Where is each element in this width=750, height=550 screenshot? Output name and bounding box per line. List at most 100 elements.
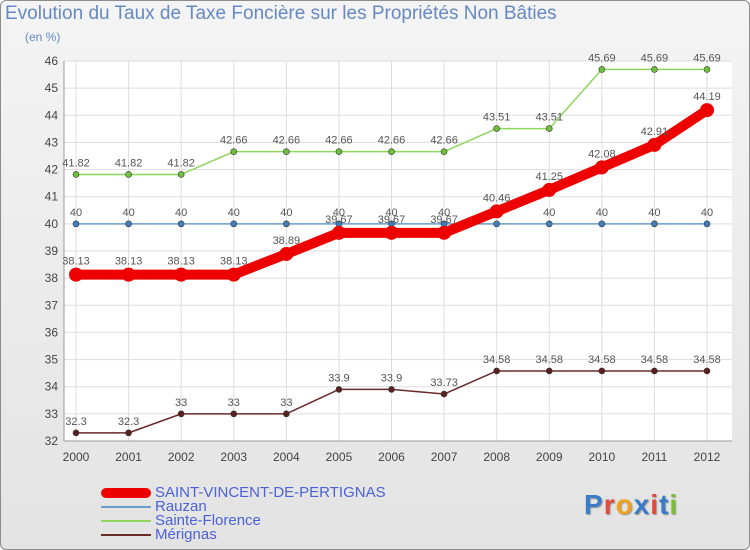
series-point-1 [230, 220, 238, 228]
data-label-0: 39.67 [325, 214, 353, 226]
series-point-2 [703, 66, 711, 73]
x-tick-label: 2003 [220, 450, 247, 464]
data-label-0: 38.89 [273, 235, 301, 247]
series-point-2 [335, 148, 343, 155]
series-point-0 [69, 267, 83, 282]
series-point-2 [598, 66, 606, 73]
x-tick-label: 2001 [115, 450, 142, 464]
x-tick-label: 2012 [694, 450, 721, 464]
data-label-2: 45.69 [641, 52, 669, 64]
series-point-0 [331, 225, 346, 240]
series-point-0 [174, 267, 189, 282]
series-point-1 [283, 220, 290, 228]
y-tick-label: 34 [45, 380, 59, 394]
data-label-0: 41.25 [535, 171, 563, 183]
data-label-0: 38.13 [115, 256, 143, 268]
logo-letter: i [650, 489, 660, 520]
data-label-0: 44.19 [693, 91, 721, 103]
series-point-3 [651, 367, 658, 375]
series-point-1 [493, 220, 500, 228]
legend-label-1: Rauzan [155, 498, 207, 515]
legend-item-1: Rauzan [101, 498, 386, 515]
series-point-1 [72, 220, 80, 228]
legend-swatch-0 [101, 488, 151, 499]
data-label-3: 33.9 [381, 372, 402, 384]
x-tick-label: 2000 [63, 450, 90, 464]
logo-letter: t [659, 489, 670, 520]
y-tick-label: 32 [45, 434, 59, 448]
y-tick-label: 43 [45, 135, 59, 149]
data-label-2: 42.66 [325, 135, 353, 147]
data-label-3: 33 [280, 397, 292, 409]
series-point-2 [440, 148, 448, 155]
data-label-0: 38.13 [167, 256, 195, 268]
data-label-1: 40 [228, 207, 240, 219]
data-label-1: 40 [543, 207, 555, 219]
data-label-1: 40 [333, 207, 345, 219]
data-label-3: 32.3 [118, 416, 139, 428]
chart-title: Evolution du Taux de Taxe Foncière sur l… [5, 3, 557, 24]
data-label-2: 41.82 [115, 157, 143, 169]
series-point-3 [388, 386, 395, 393]
data-label-3: 34.58 [641, 354, 669, 366]
series-point-3 [125, 429, 132, 437]
series-point-2 [493, 125, 500, 132]
data-label-0: 40.46 [483, 192, 511, 204]
data-label-2: 43.51 [535, 112, 563, 124]
data-label-3: 34.58 [483, 354, 511, 366]
data-label-2: 43.51 [483, 112, 511, 124]
series-point-2 [283, 148, 290, 155]
x-tick-label: 2011 [642, 450, 668, 464]
y-tick-label: 45 [45, 81, 59, 95]
legend-item-0: SAINT-VINCENT-DE-PERTIGNAS [101, 485, 386, 500]
data-label-1: 40 [701, 207, 713, 219]
data-label-2: 42.66 [273, 135, 301, 147]
y-tick-label: 44 [45, 108, 59, 122]
x-tick-label: 2007 [431, 450, 458, 464]
logo-letter: i [669, 489, 679, 520]
x-tick-label: 2008 [483, 450, 510, 464]
legend-label-3: Mérignas [155, 526, 217, 543]
data-label-2: 41.82 [62, 157, 90, 169]
legend-swatch-3 [101, 534, 151, 537]
series-point-3 [335, 386, 343, 393]
y-tick-label: 40 [45, 217, 59, 231]
x-tick-label: 2010 [588, 450, 615, 464]
data-label-0: 39.67 [378, 214, 406, 226]
x-tick-label: 2009 [536, 450, 563, 464]
series-point-3 [177, 410, 185, 418]
data-label-3: 33 [175, 397, 187, 409]
data-label-3: 34.58 [535, 354, 563, 366]
series-point-0 [121, 267, 136, 282]
series-point-2 [72, 171, 80, 178]
y-tick-label: 33 [45, 407, 59, 421]
data-label-3: 33.73 [430, 377, 458, 389]
x-tick-label: 2004 [273, 450, 300, 464]
series-point-1 [545, 220, 553, 228]
series-point-3 [230, 410, 238, 418]
logo-letter: P [584, 489, 604, 520]
series-point-2 [230, 148, 238, 155]
data-label-1: 40 [596, 207, 608, 219]
data-label-2: 45.69 [588, 52, 616, 64]
logo-letter: o [615, 489, 634, 520]
series-point-2 [125, 171, 132, 178]
series-point-2 [388, 148, 395, 155]
series-point-0 [647, 137, 662, 152]
data-label-3: 34.58 [693, 354, 721, 366]
legend: SAINT-VINCENT-DE-PERTIGNAS Rauzan Sainte… [101, 485, 386, 543]
x-tick-label: 2002 [168, 450, 195, 464]
series-point-1 [598, 220, 606, 228]
series-point-0 [594, 160, 609, 175]
data-label-0: 38.13 [220, 256, 248, 268]
data-label-1: 40 [280, 207, 292, 219]
series-point-2 [545, 125, 553, 132]
data-label-2: 42.66 [220, 135, 248, 147]
series-point-3 [703, 367, 711, 375]
data-label-1: 40 [385, 207, 397, 219]
legend-swatch-2 [101, 520, 151, 523]
data-label-3: 34.58 [588, 354, 616, 366]
data-label-2: 42.66 [378, 135, 406, 147]
data-label-3: 33.9 [328, 372, 349, 384]
